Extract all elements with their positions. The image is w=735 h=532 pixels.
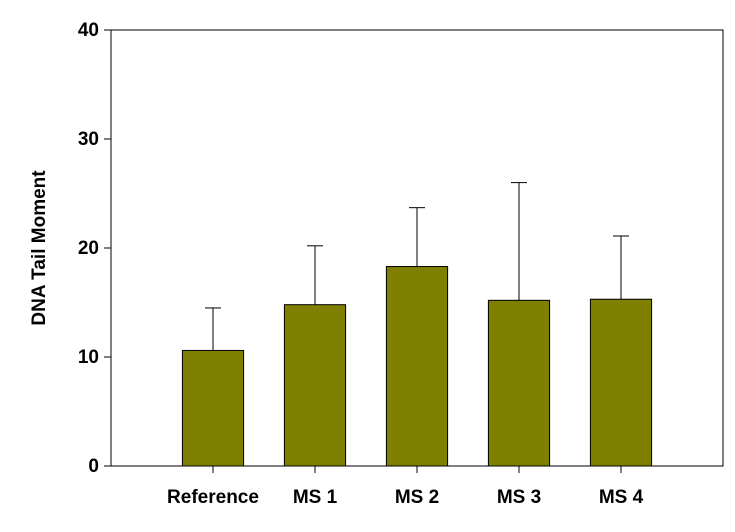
y-tick-label: 0 [88, 456, 99, 477]
x-tick-label: MS 3 [497, 487, 541, 508]
y-tick-label: 20 [78, 238, 99, 259]
bar [385, 266, 449, 467]
x-tick-label: MS 4 [599, 487, 644, 508]
bar [181, 349, 245, 467]
x-tick-label: MS 1 [293, 487, 338, 508]
y-tick-label: 30 [78, 129, 99, 150]
bar [589, 298, 653, 467]
x-tick-label: MS 2 [395, 487, 439, 508]
y-tick-label: 40 [78, 20, 99, 41]
bar [283, 304, 347, 467]
y-axis-label: DNA Tail Moment [29, 170, 50, 326]
bar [487, 299, 551, 467]
y-tick-label: 10 [78, 347, 99, 368]
x-tick-label: Reference [167, 487, 259, 508]
